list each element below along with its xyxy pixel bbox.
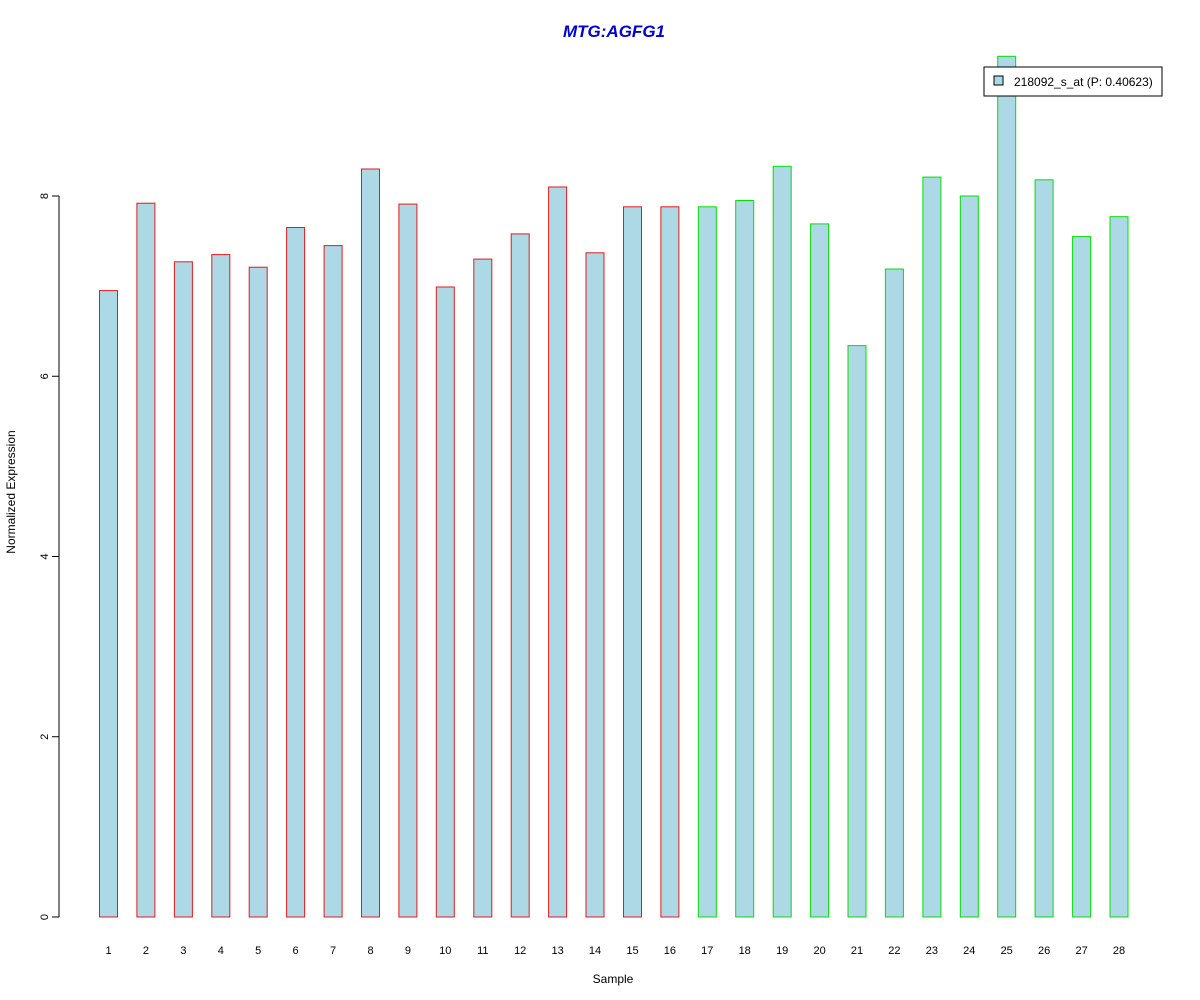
legend: 218092_s_at (P: 0.40623) — [983, 66, 1163, 97]
x-tick-label: 6 — [293, 945, 299, 957]
x-tick-label: 22 — [888, 945, 900, 957]
bar-sample-10 — [435, 286, 455, 918]
y-tick-label: 4 — [39, 553, 51, 559]
x-axis-label: Sample — [593, 972, 634, 986]
x-tick-label: 18 — [739, 945, 751, 957]
bar-sample-24 — [959, 195, 979, 918]
y-tick-label: 8 — [39, 193, 51, 199]
bar-sample-12 — [510, 233, 530, 918]
x-tick-label: 7 — [330, 945, 336, 957]
bar-sample-25 — [997, 55, 1017, 918]
x-tick-label: 13 — [551, 945, 563, 957]
x-tick-labels: 1 2 3 4 5 6 7 8 9 10 11 12 13 14 15 16 17 18 19 20 21 22 23 24 2… — [105, 945, 1125, 957]
x-tick-label: 20 — [813, 945, 825, 957]
x-tick-label: 9 — [405, 945, 411, 957]
x-tick-label: 15 — [626, 945, 638, 957]
bar-sample-8 — [361, 168, 380, 918]
y-axis-label: Normalized Expression — [4, 430, 18, 553]
bars-group — [99, 55, 1129, 918]
bar-sample-3 — [173, 261, 193, 918]
bar-sample-4 — [211, 254, 231, 918]
bar-sample-27 — [1072, 236, 1092, 918]
bar-sample-6 — [286, 227, 306, 918]
x-tick-label: 17 — [701, 945, 713, 957]
bar-sample-23 — [922, 176, 942, 918]
legend-box — [983, 66, 1163, 97]
x-tick-label: 16 — [664, 945, 676, 957]
bar-sample-5 — [248, 266, 268, 918]
x-tick-label: 26 — [1038, 945, 1050, 957]
legend-label: 218092_s_at (P: 0.40623) — [1014, 75, 1153, 89]
bar-sample-9 — [398, 203, 418, 918]
bar-sample-11 — [473, 258, 493, 918]
chart-title: MTG:AGFG1 — [563, 22, 665, 41]
x-tick-label: 27 — [1075, 945, 1087, 957]
x-tick-label: 2 — [143, 945, 149, 957]
bar-sample-22 — [884, 268, 904, 918]
bar-sample-19 — [772, 165, 792, 918]
x-tick-label: 3 — [180, 945, 186, 957]
x-tick-label: 25 — [1001, 945, 1013, 957]
x-tick-label: 19 — [776, 945, 788, 957]
x-tick-label: 5 — [255, 945, 261, 957]
bar-sample-15 — [623, 206, 642, 918]
x-tick-label: 23 — [926, 945, 938, 957]
bar-sample-1 — [99, 290, 118, 918]
x-tick-label: 4 — [218, 945, 224, 957]
bar-sample-16 — [660, 206, 680, 918]
x-tick-label: 11 — [477, 945, 488, 957]
bar-sample-18 — [735, 200, 755, 918]
bar-sample-20 — [810, 223, 830, 918]
x-tick-label: 10 — [439, 945, 451, 957]
bar-sample-28 — [1109, 216, 1129, 918]
bar-sample-21 — [847, 345, 867, 918]
x-tick-label: 8 — [367, 945, 373, 957]
bar-sample-2 — [136, 202, 156, 918]
bar-sample-13 — [548, 186, 568, 918]
y-tick-label: 6 — [39, 373, 51, 379]
bar-sample-14 — [585, 252, 605, 918]
bar-sample-17 — [697, 206, 717, 918]
bar-sample-26 — [1034, 179, 1054, 918]
y-tick-label: 2 — [39, 734, 51, 740]
x-tick-label: 1 — [105, 945, 111, 957]
x-tick-label: 12 — [514, 945, 526, 957]
y-tick-label: 0 — [39, 914, 51, 920]
bar-sample-7 — [323, 245, 343, 918]
x-tick-label: 28 — [1113, 945, 1125, 957]
legend-swatch — [993, 75, 1004, 86]
y-axis: 0 2 4 6 8 — [39, 193, 60, 920]
x-tick-label: 14 — [589, 945, 601, 957]
x-tick-label: 24 — [963, 945, 975, 957]
x-tick-label: 21 — [851, 945, 863, 957]
